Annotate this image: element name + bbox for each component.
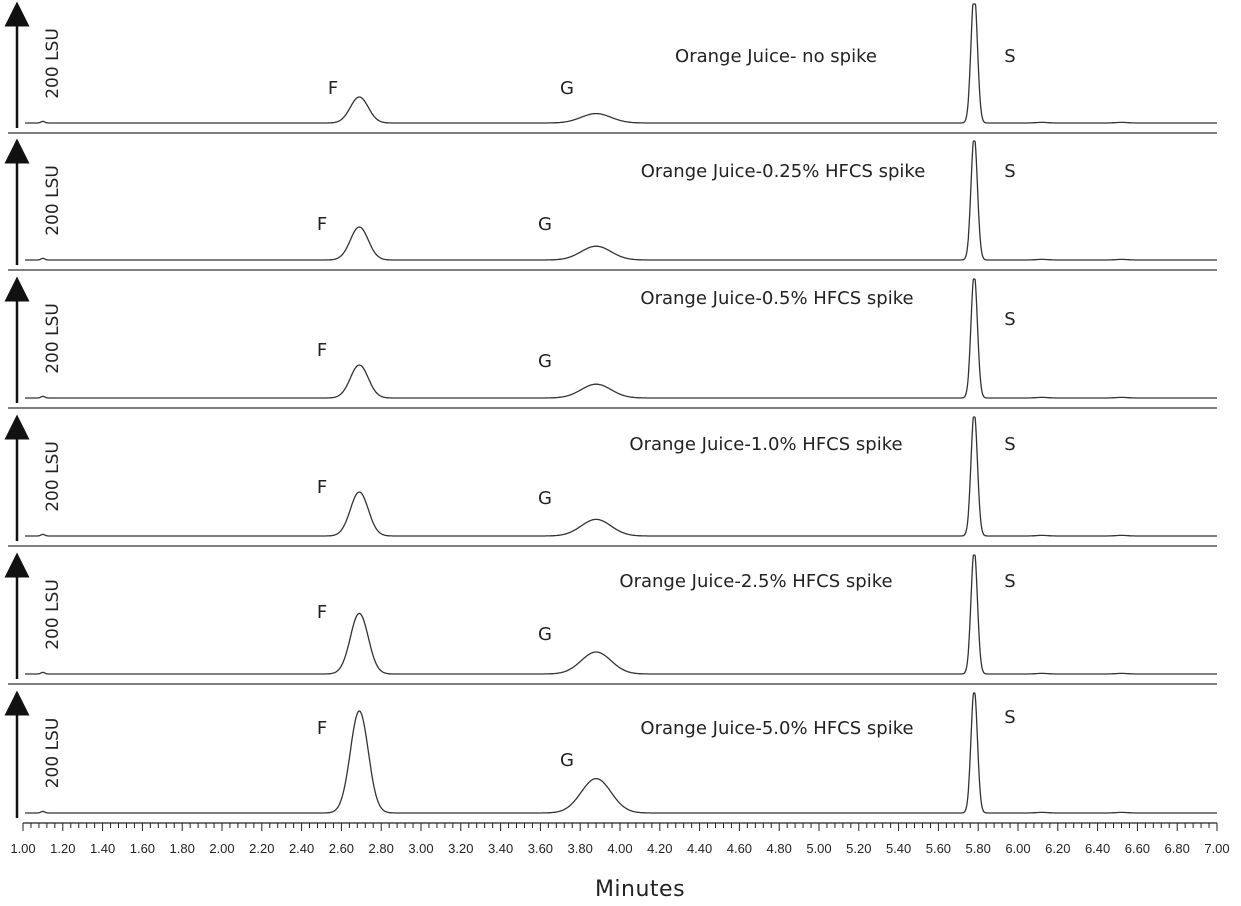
x-tick-label: 6.00 [1005,841,1030,856]
peak-label-f: F [317,340,327,361]
series-title: Orange Juice-1.0% HFCS spike [629,434,902,455]
series-title: Orange Juice- no spike [675,46,877,67]
x-tick-label: 1.40 [90,841,115,856]
x-tick-label: 4.00 [607,841,632,856]
x-tick-label: 3.00 [408,841,433,856]
x-tick-label: 1.20 [50,841,75,856]
x-tick-label: 5.40 [886,841,911,856]
x-tick-label: 1.80 [170,841,195,856]
x-tick-label: 3.80 [568,841,593,856]
chromatogram-trace [25,140,1217,261]
trace-panel: 200 LSU Orange Juice-0.5% HFCS spike F G S [4,276,1217,409]
series-title: Orange Juice-0.5% HFCS spike [640,288,913,309]
chromatogram-trace [25,278,1217,399]
x-tick-label: 5.00 [806,841,831,856]
chromatogram-trace [25,692,1217,814]
y-axis-label: 200 LSU [43,303,63,374]
peak-label-s: S [1004,434,1015,455]
peak-label-f: F [317,477,327,498]
peak-label-g: G [560,750,574,771]
x-axis-title: Minutes [595,877,685,902]
x-tick-label: 4.40 [687,841,712,856]
x-tick-label: 3.20 [448,841,473,856]
x-tick-label: 6.40 [1085,841,1110,856]
peak-label-g: G [538,214,552,235]
y-axis-label: 200 LSU [43,28,63,99]
peak-label-s: S [1004,161,1015,182]
peak-label-s: S [1004,571,1015,592]
y-axis-label: 200 LSU [43,579,63,650]
x-tick-label: 1.60 [130,841,155,856]
x-tick-label: 3.40 [488,841,513,856]
series-title: Orange Juice-5.0% HFCS spike [640,718,913,739]
y-axis-label: 200 LSU [43,718,63,789]
series-title: Orange Juice-0.25% HFCS spike [641,161,926,182]
y-axis-label: 200 LSU [43,441,63,512]
x-tick-label: 6.80 [1165,841,1190,856]
x-tick-label: 3.60 [528,841,553,856]
trace-panel: 200 LSU Orange Juice-2.5% HFCS spike F G S [4,552,1217,685]
peak-label-f: F [328,78,338,99]
peak-label-g: G [538,351,552,372]
trace-panel: 200 LSU Orange Juice- no spike F G S [4,1,1217,134]
x-tick-label: 5.80 [966,841,991,856]
x-tick-label: 4.20 [647,841,672,856]
peak-label-s: S [1004,707,1015,728]
peak-label-g: G [538,488,552,509]
x-tick-label: 7.00 [1204,841,1229,856]
x-tick-label: 1.00 [10,841,35,856]
x-tick-label: 2.20 [249,841,274,856]
peak-label-g: G [538,624,552,645]
x-tick-label: 6.60 [1125,841,1150,856]
x-tick-label: 2.60 [329,841,354,856]
trace-panel: 200 LSU Orange Juice-0.25% HFCS spike F G S [4,138,1217,271]
trace-panel: 200 LSU Orange Juice-5.0% HFCS spike F G S [4,690,1217,818]
peak-label-s: S [1004,309,1015,330]
chromatogram-trace [25,3,1217,124]
series-title: Orange Juice-2.5% HFCS spike [619,571,892,592]
peak-label-f: F [317,718,327,739]
x-tick-label: 6.20 [1045,841,1070,856]
x-tick-label: 2.80 [369,841,394,856]
x-tick-label: 2.40 [289,841,314,856]
peak-label-s: S [1004,46,1015,67]
panels-group: 200 LSU Orange Juice- no spike F G S 200 LSU O… [4,1,1217,818]
chromatogram-trace [25,416,1217,537]
trace-panel: 200 LSU Orange Juice-1.0% HFCS spike F G S [4,414,1217,547]
peak-label-g: G [560,78,574,99]
x-tick-label: 5.60 [926,841,951,856]
x-tick-label: 5.20 [846,841,871,856]
peak-label-f: F [317,602,327,623]
x-tick-label: 2.00 [209,841,234,856]
x-tick-label: 4.80 [767,841,792,856]
x-axis: 1.00 1.20 1.40 1.60 1.80 2.00 2.20 2.40 2.60 2.80… [10,822,1230,856]
x-tick-label: 4.60 [727,841,752,856]
chromatogram-trace [25,554,1217,675]
peak-label-f: F [317,214,327,235]
y-axis-label: 200 LSU [43,165,63,236]
